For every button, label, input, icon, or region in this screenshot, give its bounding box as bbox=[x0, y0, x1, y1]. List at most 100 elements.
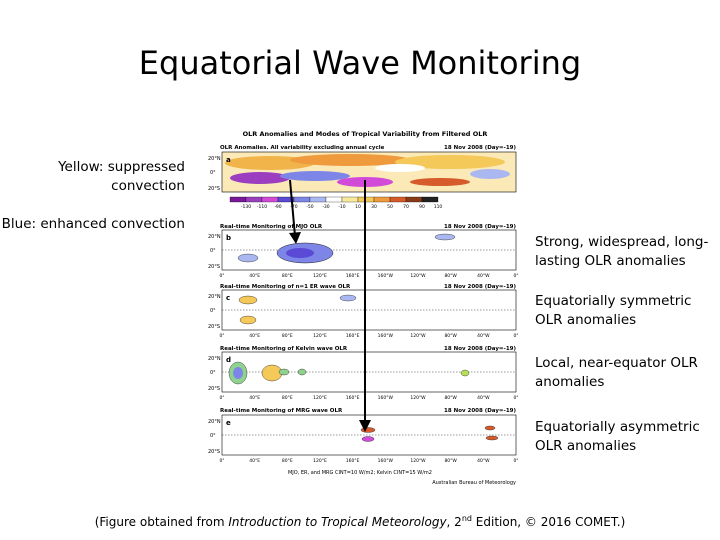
lat-label: 20°S bbox=[208, 324, 220, 330]
enhanced-blob bbox=[280, 171, 350, 181]
lat-label: 0° bbox=[210, 370, 216, 376]
note-enhanced-convection: Blue: enhanced convection bbox=[1, 216, 185, 232]
longitude-label: 120°W bbox=[410, 273, 426, 279]
er-suppressed-anomaly bbox=[239, 315, 257, 325]
lat-label: 0° bbox=[210, 248, 216, 254]
suppressed-blob bbox=[290, 154, 410, 166]
colorbar-swatch bbox=[389, 196, 407, 203]
longitude-label: 40°E bbox=[249, 273, 260, 279]
arrow-to-mjo bbox=[289, 179, 296, 237]
lat-label: 20°S bbox=[208, 449, 220, 455]
longitude-label: 80°W bbox=[444, 333, 457, 339]
panel-e: Real-time Monitoring of MRG wave OLR 18 … bbox=[208, 408, 516, 456]
colorbar-tick: -30 bbox=[322, 204, 329, 210]
note-kelvin-wave: Local, near-equator OLR anomalies bbox=[535, 355, 698, 390]
slide-title: Equatorial Wave Monitoring bbox=[138, 44, 582, 82]
longitude-label: 120°W bbox=[410, 458, 426, 464]
colorbar-tick: 90 bbox=[419, 204, 425, 210]
longitude-label: 0° bbox=[513, 333, 518, 339]
figure-footnote: MJO, ER, and MRG CINT=10 W/m2; Kelvin CI… bbox=[288, 470, 432, 476]
note-er-wave: Equatorially symmetric OLR anomalies bbox=[535, 293, 692, 328]
caption-suffix: Edition, © 2016 COMET.) bbox=[471, 515, 626, 529]
longitude-label: 40°E bbox=[249, 333, 260, 339]
lat-label: 20°S bbox=[208, 186, 220, 192]
colorbar-tick: 10 bbox=[355, 204, 361, 210]
longitude-label: 160°E bbox=[346, 458, 360, 464]
olr-figure: OLR Anomalies and Modes of Tropical Vari… bbox=[200, 118, 530, 490]
colorbar-tick: 70 bbox=[403, 204, 409, 210]
note-mrg-wave: Equatorially asymmetric OLR anomalies bbox=[535, 419, 700, 454]
panel-d-title: Real-time Monitoring of Kelvin wave OLR bbox=[220, 346, 348, 352]
colorbar-swatch bbox=[325, 196, 343, 203]
colorbar-tick: 50 bbox=[387, 204, 393, 210]
colorbar-swatch bbox=[373, 196, 391, 203]
lat-label: 20°N bbox=[208, 156, 221, 162]
panel-a: OLR Anomalies. All variability excluding… bbox=[208, 145, 516, 193]
kelvin-anomaly bbox=[278, 368, 290, 376]
note-mjo: Strong, widespread, long-lasting OLR ano… bbox=[535, 234, 709, 269]
suppressed-blob bbox=[395, 155, 505, 169]
longitude-label: 120°W bbox=[410, 395, 426, 401]
panel-d-date: 18 Nov 2008 (Day=-19) bbox=[444, 346, 516, 352]
colorbar-swatch bbox=[405, 196, 423, 203]
longitude-label: 40°W bbox=[477, 273, 490, 279]
caption-edition: , 2 bbox=[446, 515, 462, 529]
panel-c: Real-time Monitoring of n=1 ER wave OLR … bbox=[208, 284, 516, 331]
longitude-labels: 0° 40°E 80°E 120°E 160°E 160°W 120°W 80°W 40°W 0°… bbox=[219, 273, 518, 464]
longitude-label: 0° bbox=[513, 395, 518, 401]
colorbar-tick: -110 bbox=[257, 204, 267, 210]
longitude-label: 80°W bbox=[444, 395, 457, 401]
olr-figure-svg: OLR Anomalies and Modes of Tropical Vari… bbox=[208, 130, 519, 486]
longitude-label: 120°E bbox=[313, 395, 327, 401]
panel-e-date: 18 Nov 2008 (Day=-19) bbox=[444, 408, 516, 414]
panel-e-letter: e bbox=[226, 419, 231, 427]
longitude-label: 0° bbox=[219, 395, 224, 401]
panel-a-title: OLR Anomalies. All variability excluding… bbox=[220, 145, 385, 151]
kelvin-anomaly bbox=[460, 369, 470, 377]
lat-label: 20°N bbox=[208, 419, 221, 425]
lat-label: 20°N bbox=[208, 356, 221, 362]
longitude-label: 0° bbox=[219, 458, 224, 464]
colorbar-swatch bbox=[229, 196, 247, 203]
mrg-suppressed-anomaly bbox=[360, 427, 376, 433]
panel-a-date: 18 Nov 2008 (Day=-19) bbox=[444, 145, 516, 151]
longitude-label: 40°E bbox=[249, 395, 260, 401]
longitude-label: 40°W bbox=[477, 458, 490, 464]
note-suppressed-convection: Yellow: suppressed convection bbox=[58, 159, 185, 194]
panel-c-letter: c bbox=[226, 294, 230, 302]
longitude-label: 120°E bbox=[313, 273, 327, 279]
lat-label: 20°N bbox=[208, 294, 221, 300]
mrg-suppressed-anomaly bbox=[484, 425, 496, 431]
longitude-label: 80°E bbox=[282, 333, 293, 339]
colorbar-tick: -90 bbox=[274, 204, 281, 210]
lat-label: 20°N bbox=[208, 234, 221, 240]
colorbar-swatch bbox=[293, 196, 311, 203]
panel-e-title: Real-time Monitoring of MRG wave OLR bbox=[220, 408, 343, 414]
kelvin-anomaly bbox=[297, 368, 307, 376]
suppressed-blob bbox=[410, 178, 470, 186]
longitude-label: 120°E bbox=[313, 458, 327, 464]
longitude-label: 160°E bbox=[346, 273, 360, 279]
longitude-label: 0° bbox=[219, 333, 224, 339]
er-enhanced-anomaly bbox=[339, 294, 357, 302]
lat-label: 20°S bbox=[208, 264, 220, 270]
panel-b-title: Real-time Monitoring of MJO OLR bbox=[220, 224, 323, 230]
er-suppressed-anomaly bbox=[238, 295, 258, 305]
mrg-enhanced-anomaly bbox=[361, 436, 375, 442]
mrg-suppressed-anomaly bbox=[485, 435, 499, 441]
longitude-label: 80°E bbox=[282, 273, 293, 279]
mjo-enhanced-anomaly bbox=[237, 253, 259, 263]
neutral-area bbox=[375, 164, 425, 172]
panel-b: Real-time Monitoring of MJO OLR 18 Nov 2… bbox=[208, 224, 516, 271]
longitude-label: 160°W bbox=[378, 458, 394, 464]
longitude-label: 160°W bbox=[378, 273, 394, 279]
colorbar-swatch bbox=[341, 196, 359, 203]
colorbar: -130 -110 -90 -70 -50 -30 -10 10 30 50 70 90 110 bbox=[229, 196, 442, 210]
longitude-label: 0° bbox=[219, 273, 224, 279]
enhanced-blob bbox=[230, 172, 290, 184]
longitude-label: 40°W bbox=[477, 333, 490, 339]
longitude-label: 80°E bbox=[282, 458, 293, 464]
arrows bbox=[289, 179, 371, 432]
longitude-label: 160°E bbox=[346, 333, 360, 339]
figure-credit: Australian Bureau of Meteorology bbox=[432, 480, 516, 486]
